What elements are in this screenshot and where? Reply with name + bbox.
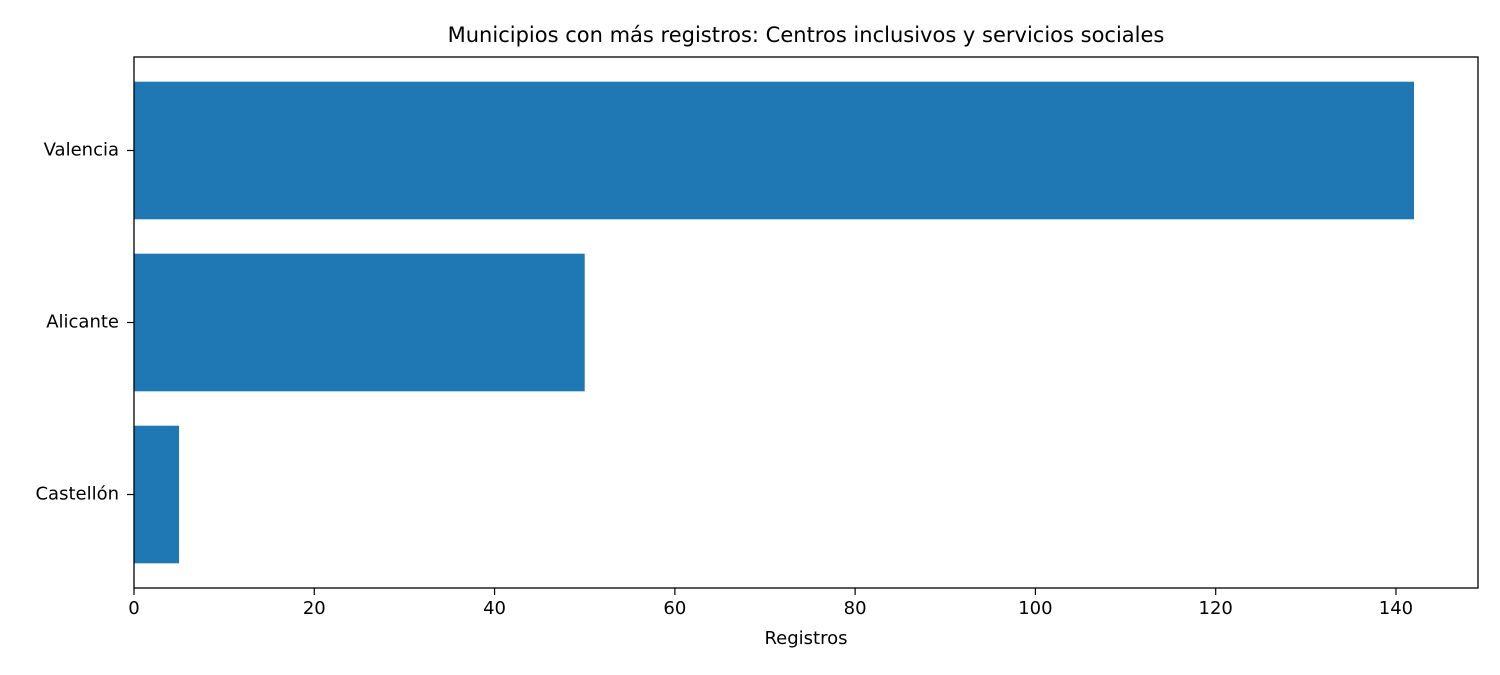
- x-tick-label: 60: [663, 598, 686, 619]
- x-axis-label: Registros: [764, 628, 847, 649]
- plot-frame: [133, 56, 1479, 589]
- x-tick-label: 140: [1379, 598, 1413, 619]
- y-tick-label: Valencia: [44, 139, 119, 160]
- chart-title: Municipios con más registros: Centros in…: [448, 23, 1165, 47]
- y-tick-label: Alicante: [46, 312, 119, 333]
- x-tick-label: 40: [483, 598, 506, 619]
- x-tick-label: 0: [128, 598, 139, 619]
- bar: [134, 81, 1414, 220]
- x-tick-label: 120: [1199, 598, 1233, 619]
- x-tick-label: 80: [844, 598, 867, 619]
- bar: [134, 253, 585, 392]
- x-tick-label: 20: [303, 598, 326, 619]
- x-tick-label: 100: [1018, 598, 1052, 619]
- y-tick-label: Castellón: [35, 484, 119, 505]
- bar: [134, 425, 180, 564]
